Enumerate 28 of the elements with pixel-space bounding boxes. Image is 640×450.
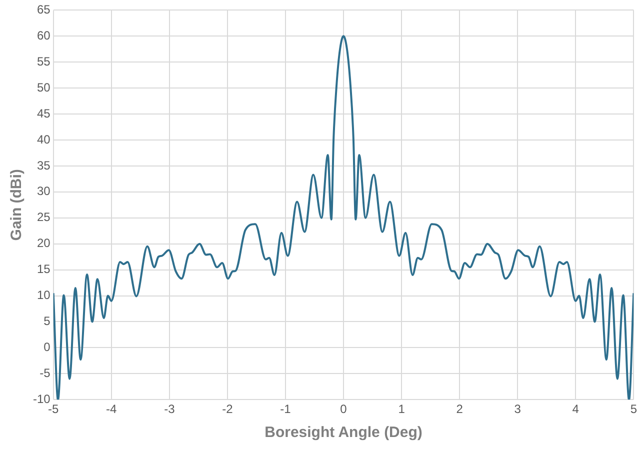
y-tick-label: -10 <box>33 392 51 406</box>
y-tick-label: 5 <box>44 314 51 328</box>
y-tick-label: 45 <box>36 106 51 120</box>
y-tick-label: 30 <box>36 184 51 198</box>
y-tick-label: 40 <box>36 132 51 146</box>
y-tick-label: 60 <box>36 28 51 42</box>
y-tick-label: -5 <box>40 366 51 380</box>
x-tick-label: -4 <box>106 402 118 416</box>
y-tick-label: 65 <box>36 2 51 17</box>
x-tick-label: -1 <box>280 402 292 416</box>
x-tick-label: 5 <box>630 402 638 416</box>
y-tick-label: 35 <box>36 158 51 172</box>
x-tick-label: 3 <box>514 402 522 416</box>
x-tick-label: -3 <box>164 402 176 416</box>
y-tick-label: 10 <box>36 288 51 302</box>
y-tick-label: 55 <box>36 54 51 68</box>
x-tick-label: 0 <box>340 402 348 416</box>
x-axis-title: Boresight Angle (Deg) <box>264 424 422 442</box>
y-tick-label: 0 <box>44 340 51 354</box>
x-tick-label: -2 <box>222 402 234 416</box>
x-tick-label: 1 <box>398 402 406 416</box>
y-tick-label: 50 <box>36 80 51 94</box>
x-tick-label: 4 <box>572 402 580 416</box>
y-tick-label: 25 <box>36 210 51 224</box>
y-axis-title: Gain (dBi) <box>8 169 26 241</box>
x-tick-label: 2 <box>456 402 464 416</box>
y-tick-label: 15 <box>36 262 51 276</box>
y-tick-label: 20 <box>36 236 51 250</box>
